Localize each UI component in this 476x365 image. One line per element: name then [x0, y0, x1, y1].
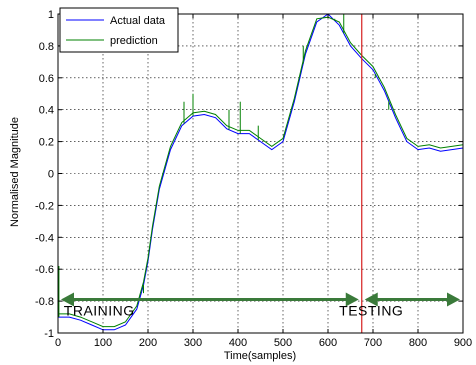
y-tick-label: 0.6 — [39, 73, 54, 85]
y-tick-label: 0.4 — [39, 105, 54, 117]
y-axis-label: Normalised Magnitude — [9, 117, 21, 227]
legend-prediction-label: prediction — [110, 35, 158, 47]
x-tick-label: 700 — [364, 337, 382, 349]
x-tick-label: 200 — [139, 337, 157, 349]
y-tick-label: 1 — [48, 9, 54, 21]
y-tick-label: -0.2 — [35, 200, 54, 212]
series-actual-line — [58, 13, 464, 331]
testing-arrow-head-left — [364, 292, 378, 307]
x-axis-label: Time(samples) — [224, 350, 296, 362]
training-arrow-head-right — [345, 292, 359, 307]
y-tick-label: -0.8 — [35, 296, 54, 308]
legend-actual-label: Actual data — [110, 15, 166, 27]
annotation-group: TRAINING TESTING — [61, 14, 460, 333]
testing-arrow-head-right — [447, 292, 460, 307]
x-tick-label: 0 — [55, 337, 61, 349]
y-tick-label: 0.8 — [39, 41, 54, 53]
y-tick-label: -1 — [44, 328, 54, 340]
legend: Actual data prediction — [59, 7, 179, 53]
testing-label: TESTING — [339, 303, 403, 319]
x-tick-label: 100 — [94, 337, 112, 349]
series-group — [58, 13, 464, 332]
x-tick-label: 900 — [454, 337, 472, 349]
y-tick-label: -0.6 — [35, 264, 54, 276]
training-arrow-head-left — [61, 292, 74, 307]
legend-box — [59, 7, 179, 53]
x-tick-label: 300 — [184, 337, 202, 349]
x-tick-label: 800 — [409, 337, 427, 349]
axes-group: 0 100 200 300 400 500 600 700 800 900 -1 -0.8 -0.6 -0… — [35, 9, 472, 349]
training-label: TRAINING — [64, 303, 135, 319]
series-prediction-line — [58, 16, 464, 328]
x-tick-label: 500 — [274, 337, 292, 349]
y-tick-label: 0 — [48, 169, 54, 181]
y-tick-label: -0.4 — [35, 232, 54, 244]
y-tick-label: 0.2 — [39, 137, 54, 149]
x-tick-label: 600 — [319, 337, 337, 349]
x-tick-label: 400 — [229, 337, 247, 349]
